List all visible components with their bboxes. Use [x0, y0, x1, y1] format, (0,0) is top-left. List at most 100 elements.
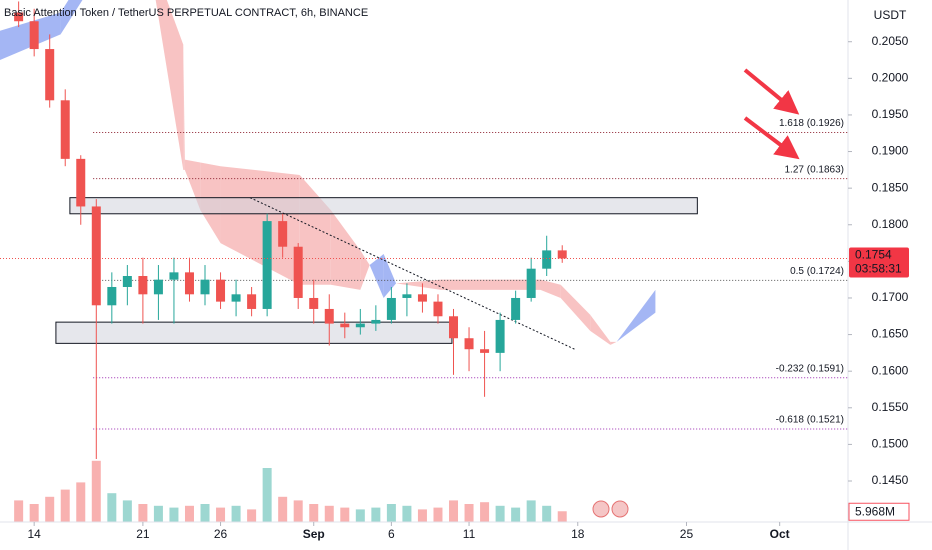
volume-bar: [107, 493, 117, 522]
volume-bar: [60, 489, 70, 522]
candle-body: [216, 279, 226, 302]
volume-bar: [278, 496, 288, 522]
x-tick-label: Sep: [303, 527, 325, 541]
volume-bar: [76, 482, 86, 522]
candle-body: [433, 301, 443, 317]
candle-body: [355, 323, 365, 328]
y-tick-label: 0.1850: [872, 180, 909, 194]
annotation-arrow: [743, 68, 800, 115]
volume-bar: [386, 504, 396, 522]
candle-body: [293, 246, 303, 298]
candle-body: [184, 272, 194, 295]
volume-bar: [14, 500, 24, 522]
candle-body: [340, 323, 350, 328]
last-price-tag: [849, 247, 909, 278]
x-tick-label: 18: [571, 527, 585, 541]
volume-bar: [526, 500, 536, 522]
volume-bar: [91, 460, 101, 522]
cloud-segment: [441, 279, 541, 290]
y-tick-label: 0.1450: [872, 473, 909, 487]
cloud-segment: [155, 0, 184, 170]
cloud-segment: [220, 166, 300, 285]
candle-body: [511, 297, 521, 320]
annotation-arrow: [743, 116, 800, 160]
candle-body: [324, 308, 334, 324]
volume-bar: [402, 505, 412, 522]
candle-body: [386, 297, 396, 320]
volume-bar: [464, 504, 474, 522]
zone-box: [55, 321, 453, 344]
y-tick-label: 0.1900: [872, 144, 909, 158]
chart-title: Basic Attention Token / TetherUS PERPETU…: [4, 7, 368, 19]
volume-bar: [169, 507, 179, 522]
volume-bar: [231, 505, 241, 522]
volume-bar: [153, 505, 163, 522]
volume-bar: [371, 507, 381, 522]
cloud-segment: [616, 289, 656, 342]
volume-bar: [122, 500, 132, 522]
volume-bar: [309, 504, 319, 522]
y-tick-label: 0.1650: [872, 327, 909, 341]
candle-body: [231, 294, 241, 302]
volume-bar: [293, 500, 303, 522]
candle-body: [76, 158, 86, 207]
x-tick-label: Oct: [770, 527, 790, 541]
candle-body: [371, 319, 381, 324]
candle-body: [60, 100, 70, 159]
candle-body: [107, 286, 117, 306]
candle-body: [29, 21, 39, 50]
candle-body: [526, 268, 536, 298]
volume-bar: [557, 511, 567, 522]
last-price-label: 0.1754: [855, 248, 892, 262]
volume-bar: [340, 507, 350, 522]
volume-bar: [29, 504, 39, 522]
candle-body: [91, 206, 101, 306]
volume-bar: [511, 507, 521, 522]
y-tick-label: 0.1700: [872, 290, 909, 304]
y-tick-label: 0.2000: [872, 71, 909, 85]
cloud-segment: [590, 314, 611, 345]
y-tick-label: 0.2050: [872, 34, 909, 48]
candle-body: [138, 276, 148, 295]
volume-bar: [449, 500, 459, 522]
event-icon[interactable]: [611, 500, 629, 518]
fib-label: 0.5 (0.1724): [790, 266, 844, 277]
volume-bar: [355, 509, 365, 522]
volume-bar: [495, 505, 505, 522]
volume-bar: [200, 504, 210, 522]
volume-bar: [247, 509, 257, 522]
cloud-segment: [610, 341, 617, 345]
candle-body: [153, 279, 163, 295]
volume-bar: [480, 502, 490, 522]
volume-bar: [542, 505, 552, 522]
volume-bar: [138, 504, 148, 522]
candle-body: [417, 294, 427, 302]
x-tick-label: 6: [388, 527, 395, 541]
candle-body: [449, 316, 459, 339]
volume-tag: [848, 502, 910, 521]
volume-bar: [324, 505, 334, 522]
fib-label: -0.232 (0.1591): [776, 363, 844, 374]
volume-bar: [417, 509, 427, 522]
x-tick-label: 25: [680, 527, 694, 541]
candle-body: [169, 272, 179, 280]
x-tick-label: 26: [214, 527, 228, 541]
y-tick-label: 0.1550: [872, 400, 909, 414]
cloud-segment: [60, 0, 83, 35]
candle-body: [247, 294, 257, 309]
candle-body: [262, 221, 272, 309]
y-tick-label: 0.1800: [872, 217, 909, 231]
event-icon[interactable]: [592, 500, 610, 518]
cloud-segment: [330, 210, 361, 290]
y-tick-label: 0.1500: [872, 437, 909, 451]
cloud-segment: [183, 44, 185, 170]
plot-area: [0, 0, 848, 522]
candle-body: [402, 294, 412, 298]
candle-body: [495, 319, 505, 353]
candle-body: [200, 279, 210, 295]
cloud-segment: [560, 284, 591, 331]
y-tick-label: 0.1950: [872, 107, 909, 121]
cloud-segment: [360, 250, 370, 290]
